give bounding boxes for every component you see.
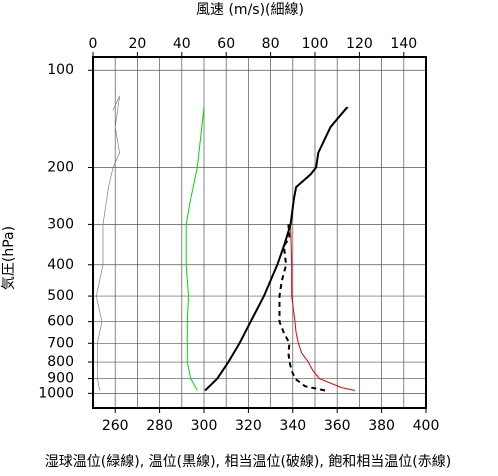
profile-line bbox=[278, 224, 326, 392]
y-tick-label: 400 bbox=[47, 257, 74, 273]
x-tick-label: 260 bbox=[102, 418, 129, 434]
profile-line bbox=[95, 95, 120, 391]
y-tick-label: 300 bbox=[47, 216, 74, 232]
x2-tick-label: 60 bbox=[217, 36, 235, 52]
x-tick-label: 360 bbox=[324, 418, 351, 434]
y-tick-label: 900 bbox=[47, 371, 74, 387]
x2-tick-label: 20 bbox=[128, 36, 146, 52]
x-tick-label: 340 bbox=[279, 418, 306, 434]
y-axis-title: 気圧(hPa) bbox=[1, 226, 17, 290]
x2-tick-label: 100 bbox=[302, 36, 329, 52]
y-tick-label: 100 bbox=[47, 62, 74, 78]
x-tick-label: 380 bbox=[368, 418, 395, 434]
y-tick-label: 700 bbox=[47, 335, 74, 351]
x-tick-label: 300 bbox=[191, 418, 218, 434]
x-axis-title: 湿球温位(緑線), 温位(黒線), 相当温位(破線), 飽和相当温位(赤線) bbox=[45, 453, 451, 470]
x2-tick-label: 0 bbox=[89, 36, 98, 52]
x2-tick-label: 80 bbox=[262, 36, 280, 52]
x2-tick-label: 40 bbox=[173, 36, 191, 52]
x-tick-label: 400 bbox=[413, 418, 440, 434]
x-tick-label: 320 bbox=[235, 418, 262, 434]
profile-line bbox=[204, 106, 348, 392]
x2-tick-label: 140 bbox=[390, 36, 417, 52]
y-tick-label: 200 bbox=[47, 160, 74, 176]
y-tick-label: 1000 bbox=[38, 385, 74, 401]
plot-frame bbox=[92, 56, 427, 409]
y-tick-label: 600 bbox=[47, 314, 74, 330]
y-tick-label: 500 bbox=[47, 288, 74, 304]
top-axis-title: 風速 (m/s)(細線) bbox=[196, 2, 304, 18]
x-tick-label: 280 bbox=[146, 418, 173, 434]
profile-line bbox=[185, 107, 205, 391]
profile-line bbox=[290, 106, 356, 391]
y-tick-label: 800 bbox=[47, 354, 74, 370]
x2-tick-label: 120 bbox=[346, 36, 373, 52]
